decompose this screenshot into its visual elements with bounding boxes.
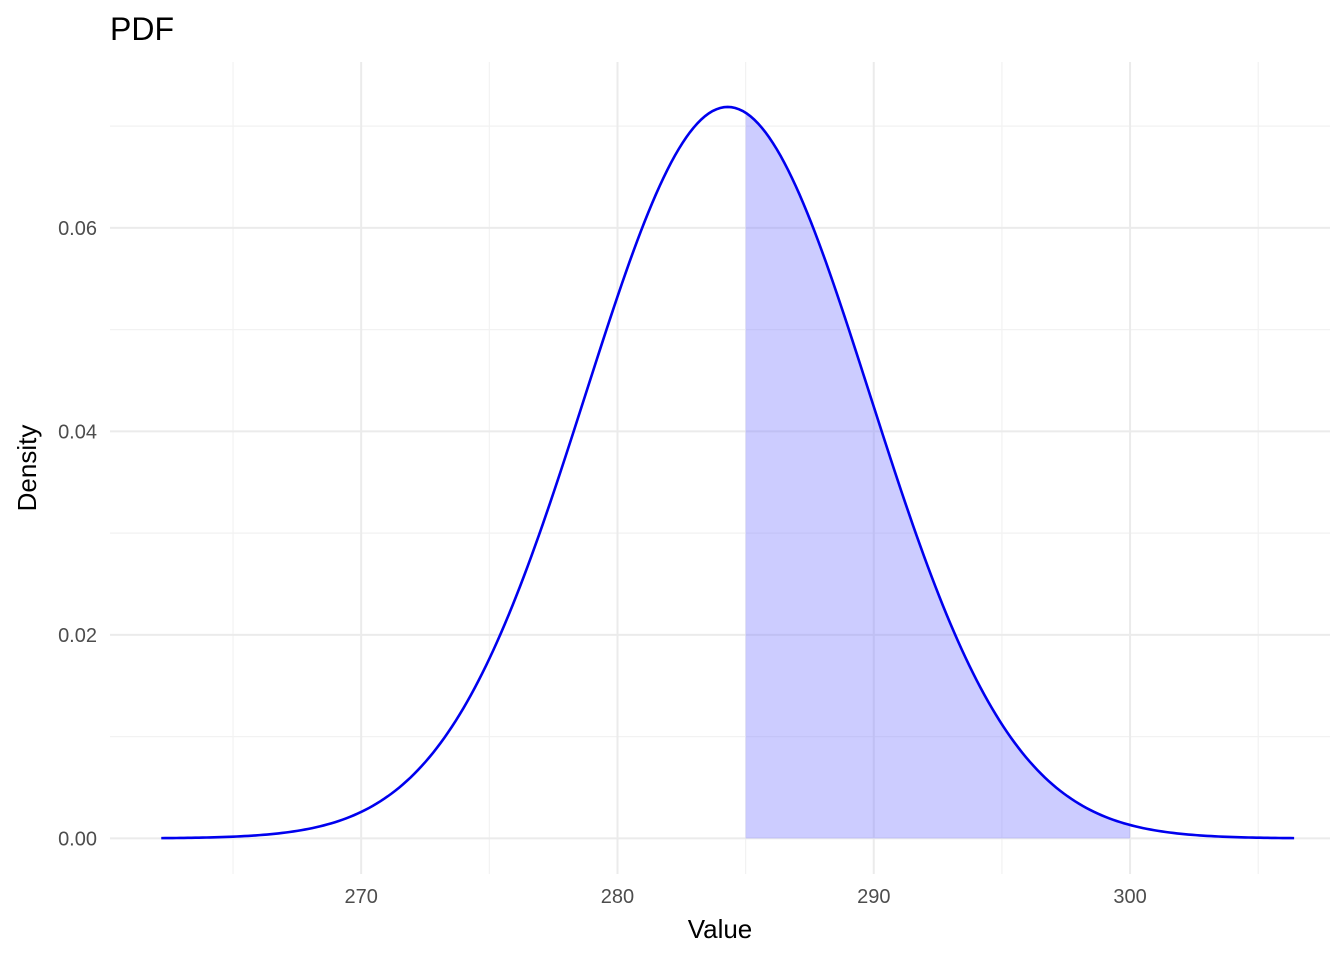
y-tick-label: 0.02: [58, 625, 97, 647]
x-tick-label: 300: [1113, 886, 1146, 908]
y-tick-label: 0.00: [58, 828, 97, 850]
density-curve-group: [161, 105, 1295, 840]
chart-title: PDF: [110, 11, 174, 47]
y-axis-ticks: 0.00 0.02 0.04 0.06: [58, 218, 97, 851]
x-tick-label: 270: [344, 886, 377, 908]
x-axis-title: Value: [688, 914, 753, 944]
x-axis-ticks: 270 280 290 300: [344, 886, 1146, 908]
shaded-region-group: [745, 112, 1131, 839]
x-tick-label: 290: [857, 886, 890, 908]
y-tick-label: 0.04: [58, 421, 97, 443]
density-line: [161, 105, 1295, 840]
y-tick-label: 0.06: [58, 218, 97, 240]
y-axis-title: Density: [12, 425, 42, 512]
shaded-area: [745, 112, 1131, 839]
grid: [110, 62, 1330, 874]
x-tick-label: 280: [601, 886, 634, 908]
